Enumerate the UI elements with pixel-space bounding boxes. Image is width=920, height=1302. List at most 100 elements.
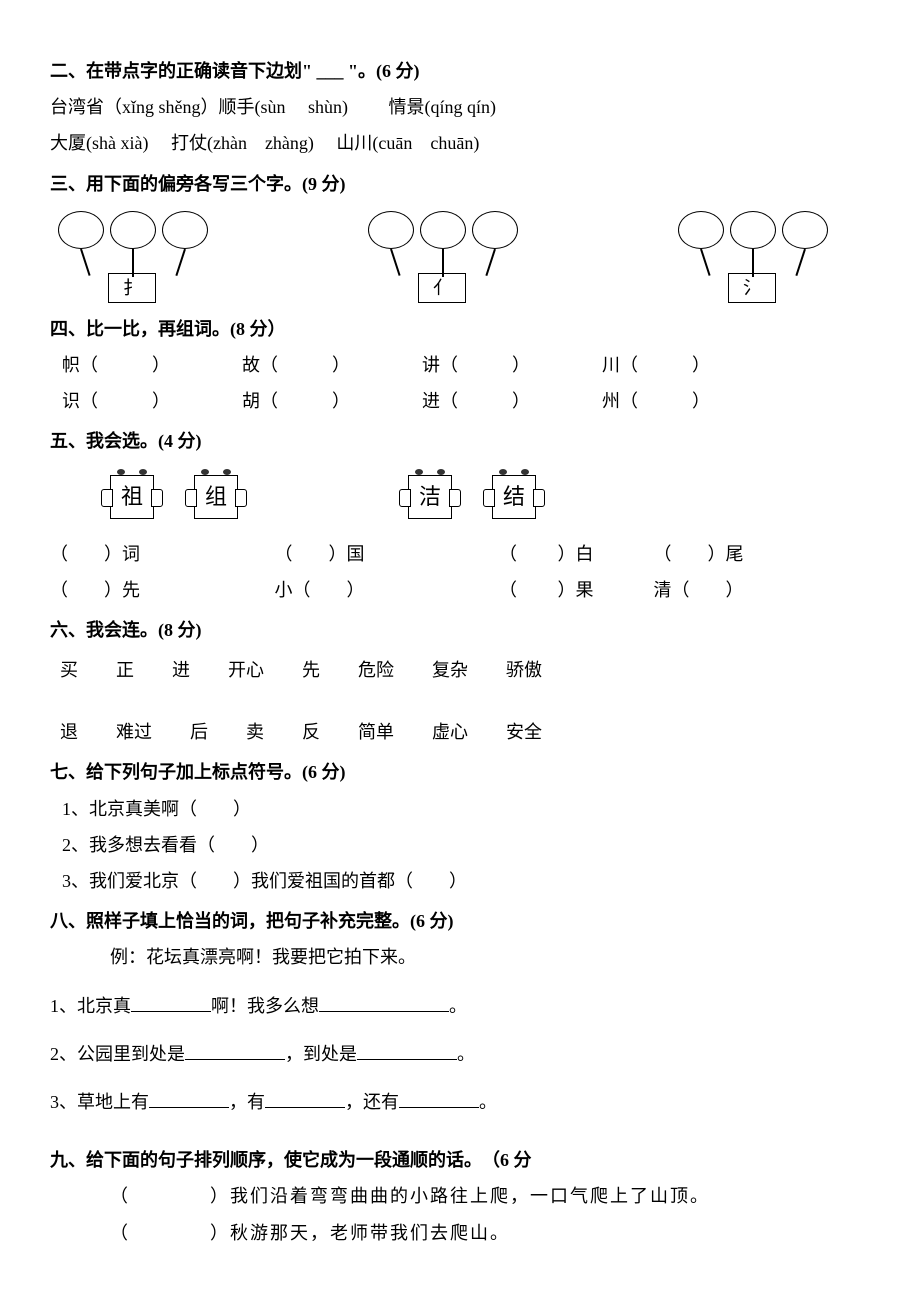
blank-line — [319, 992, 449, 1012]
match-word: 正 — [116, 653, 134, 687]
balloon-icon — [368, 211, 414, 249]
section-9-item2: （ ）秋游那天，老师带我们去爬山。 — [50, 1216, 870, 1250]
fill-item: （ ）果 — [499, 573, 649, 607]
text: 1、北京真 — [50, 996, 131, 1016]
fill-item: （ ）尾 — [654, 537, 804, 571]
blank-line — [149, 1088, 229, 1108]
text: 。 — [449, 996, 467, 1016]
match-word: 退 — [60, 715, 78, 749]
fill-item: （ ）先 — [50, 573, 270, 607]
match-word: 简单 — [358, 715, 394, 749]
section-2-row1: 台湾省（xǐng shěng）顺手(sùn shùn) 情景(qíng qín) — [50, 90, 870, 124]
section-4-row1: 帜（ ） 故（ ） 讲（ ） 川（ ） — [50, 348, 870, 382]
section-9-title: 九、给下面的句子排列顺序，使它成为一段通顺的话。 （6 分 — [50, 1143, 870, 1177]
blank-line — [399, 1088, 479, 1108]
balloon-stem-icon — [390, 249, 400, 276]
blank-line — [185, 1040, 285, 1060]
section-4-row2: 识（ ） 胡（ ） 进（ ） 州（ ） — [50, 384, 870, 418]
match-word: 买 — [60, 653, 78, 687]
section-5-fill-row1: （ ）词 （ ）国 （ ）白 （ ）尾 — [50, 537, 870, 571]
match-word: 进 — [172, 653, 190, 687]
section-2-title: 二、在带点字的正确读音下边划" ___ "。(6 分) — [50, 54, 870, 88]
pair-item: 讲（ ） — [422, 348, 530, 382]
radical-box-1: 扌 — [108, 273, 156, 303]
section-5-fill-row2: （ ）先 小（ ） （ ）果 清（ ） — [50, 573, 870, 607]
section-7-item2: 2、我多想去看看（ ） — [50, 828, 870, 862]
pair-item: 胡（ ） — [242, 384, 350, 418]
char-scroll-label: 祖 — [121, 476, 143, 518]
char-scroll-label: 结 — [503, 476, 525, 518]
section-8-sentence1: 1、北京真啊！我多么想。 — [50, 989, 870, 1023]
char-scroll-1: 祖 — [110, 475, 154, 519]
text: 。 — [479, 1092, 497, 1112]
section-5-title: 五、我会选。(4 分) — [50, 424, 870, 458]
balloon-stem-icon — [485, 249, 495, 276]
text: 。 — [457, 1044, 475, 1064]
pair-item: 州（ ） — [602, 384, 710, 418]
balloon-stem-icon — [795, 249, 805, 276]
section-8-sentence2: 2、公园里到处是 ，到处是 。 — [50, 1037, 870, 1071]
text: ，到处是 — [285, 1044, 357, 1064]
char-scroll-label: 洁 — [419, 476, 441, 518]
fill-item: （ ）白 — [499, 537, 649, 571]
radical-box-2: 亻 — [418, 273, 466, 303]
balloon-icon — [58, 211, 104, 249]
section-8-title: 八、照样子填上恰当的词，把句子补充完整。(6 分) — [50, 904, 870, 938]
match-word: 虚心 — [432, 715, 468, 749]
section-8-example: 例：花坛真漂亮啊！我要把它拍下来。 — [50, 940, 870, 974]
text: ，还有 — [345, 1092, 399, 1112]
char-scroll-2: 组 — [194, 475, 238, 519]
char-scroll-label: 组 — [205, 476, 227, 518]
section-3-title: 三、用下面的偏旁各写三个字。(9 分) — [50, 167, 870, 201]
blank-line — [265, 1088, 345, 1108]
match-word: 难过 — [116, 715, 152, 749]
balloon-icon — [782, 211, 828, 249]
fill-item: （ ）词 — [50, 537, 270, 571]
section-2-row2: 大厦(shà xià) 打仗(zhàn zhàng) 山川(cuān chuān… — [50, 126, 870, 160]
match-word: 反 — [302, 715, 320, 749]
fill-item: 小（ ） — [275, 573, 495, 607]
balloon-icon — [162, 211, 208, 249]
char-scroll-4: 结 — [492, 475, 536, 519]
char-scroll-row: 祖 组 洁 结 — [110, 475, 870, 519]
char-scroll-3: 洁 — [408, 475, 452, 519]
balloon-icon — [420, 211, 466, 249]
balloon-stem-icon — [175, 249, 185, 276]
radical-box-3: 氵 — [728, 273, 776, 303]
pair-item: 帜（ ） — [62, 348, 170, 382]
balloon-icon — [730, 211, 776, 249]
balloon-row: 扌 亻 氵 — [50, 211, 870, 306]
balloon-group-3: 氵 — [670, 211, 840, 306]
section-7-item3: 3、我们爱北京（ ）我们爱祖国的首都（ ） — [50, 864, 870, 898]
section-4-title: 四、比一比，再组词。(8 分） — [50, 312, 870, 346]
match-word: 后 — [190, 715, 208, 749]
char-scroll-pair: 洁 结 — [408, 475, 536, 519]
section-7-item1: 1、北京真美啊（ ） — [50, 792, 870, 826]
balloon-stem-icon — [700, 249, 710, 276]
blank-line — [131, 992, 211, 1012]
blank-line — [357, 1040, 457, 1060]
match-word: 安全 — [506, 715, 542, 749]
section-6-title: 六、我会连。(8 分) — [50, 613, 870, 647]
match-word: 先 — [302, 653, 320, 687]
fill-item: 清（ ） — [654, 573, 804, 607]
balloon-stem-icon — [80, 249, 90, 276]
section-6-top: 买 正 进 开心 先 危险 复杂 骄傲 — [60, 653, 870, 687]
char-scroll-pair: 祖 组 — [110, 475, 238, 519]
balloon-group-2: 亻 — [360, 211, 530, 306]
balloon-icon — [678, 211, 724, 249]
section-6-bottom: 退 难过 后 卖 反 简单 虚心 安全 — [60, 715, 870, 749]
pair-item: 识（ ） — [62, 384, 170, 418]
text: 3、草地上有 — [50, 1092, 149, 1112]
text: ，有 — [229, 1092, 265, 1112]
match-word: 复杂 — [432, 653, 468, 687]
match-word: 骄傲 — [506, 653, 542, 687]
fill-item: （ ）国 — [275, 537, 495, 571]
match-word: 开心 — [228, 653, 264, 687]
balloon-group-1: 扌 — [50, 211, 220, 306]
balloon-icon — [472, 211, 518, 249]
text: 2、公园里到处是 — [50, 1044, 185, 1064]
match-word: 危险 — [358, 653, 394, 687]
balloon-icon — [110, 211, 156, 249]
section-8-sentence3: 3、草地上有 ，有 ，还有 。 — [50, 1085, 870, 1119]
